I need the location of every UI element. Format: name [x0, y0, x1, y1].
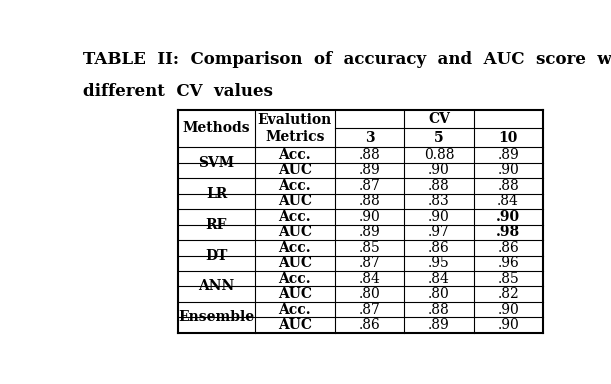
Text: .80: .80 [428, 287, 450, 301]
Text: .89: .89 [359, 225, 381, 239]
Text: AUC: AUC [278, 318, 312, 332]
Text: .90: .90 [359, 210, 381, 224]
Text: .86: .86 [359, 318, 381, 332]
Text: .83: .83 [428, 194, 450, 209]
Text: Acc.: Acc. [279, 179, 311, 193]
Text: .84: .84 [428, 272, 450, 286]
Text: .90: .90 [428, 210, 450, 224]
Text: RF: RF [206, 218, 227, 232]
Text: 3: 3 [365, 131, 375, 145]
Text: .85: .85 [497, 272, 519, 286]
Text: Acc.: Acc. [279, 210, 311, 224]
Text: .88: .88 [428, 303, 450, 317]
Text: .85: .85 [359, 241, 381, 255]
Text: .86: .86 [497, 241, 519, 255]
Text: Methods: Methods [183, 121, 251, 136]
Text: .88: .88 [359, 148, 381, 162]
Text: Evalution
Metrics: Evalution Metrics [258, 113, 332, 144]
Text: .87: .87 [359, 179, 381, 193]
Text: Acc.: Acc. [279, 148, 311, 162]
Text: SVM: SVM [199, 156, 235, 170]
Text: Acc.: Acc. [279, 303, 311, 317]
Text: .87: .87 [359, 256, 381, 270]
Text: .95: .95 [428, 256, 450, 270]
Text: .88: .88 [428, 179, 450, 193]
Text: .82: .82 [497, 287, 519, 301]
Text: 10: 10 [499, 131, 518, 145]
Text: 5: 5 [434, 131, 444, 145]
Text: .89: .89 [359, 164, 381, 177]
Text: .96: .96 [497, 256, 519, 270]
Text: DT: DT [205, 248, 228, 263]
Text: .89: .89 [497, 148, 519, 162]
Text: Acc.: Acc. [279, 241, 311, 255]
Text: Acc.: Acc. [279, 272, 311, 286]
Text: .88: .88 [359, 194, 381, 209]
Text: .89: .89 [428, 318, 450, 332]
Text: .84: .84 [497, 194, 519, 209]
Text: AUC: AUC [278, 256, 312, 270]
Text: .90: .90 [497, 164, 519, 177]
Text: 0.88: 0.88 [423, 148, 454, 162]
Text: .88: .88 [497, 179, 519, 193]
Text: TABLE  II:  Comparison  of  accuracy  and  AUC  score  with: TABLE II: Comparison of accuracy and AUC… [84, 51, 611, 68]
Text: .97: .97 [428, 225, 450, 239]
Text: .84: .84 [359, 272, 381, 286]
Text: .90: .90 [428, 164, 450, 177]
Text: .98: .98 [496, 225, 520, 239]
Text: .87: .87 [359, 303, 381, 317]
Text: LR: LR [206, 187, 227, 201]
Text: AUC: AUC [278, 225, 312, 239]
Text: Ensemble: Ensemble [178, 310, 255, 324]
Text: ANN: ANN [199, 280, 235, 293]
Text: .90: .90 [497, 318, 519, 332]
Text: .86: .86 [428, 241, 450, 255]
Text: AUC: AUC [278, 164, 312, 177]
Text: .90: .90 [496, 210, 520, 224]
Text: AUC: AUC [278, 194, 312, 209]
Text: .90: .90 [497, 303, 519, 317]
Text: .80: .80 [359, 287, 381, 301]
Text: different  CV  values: different CV values [84, 83, 273, 100]
Text: CV: CV [428, 112, 450, 126]
Text: AUC: AUC [278, 287, 312, 301]
